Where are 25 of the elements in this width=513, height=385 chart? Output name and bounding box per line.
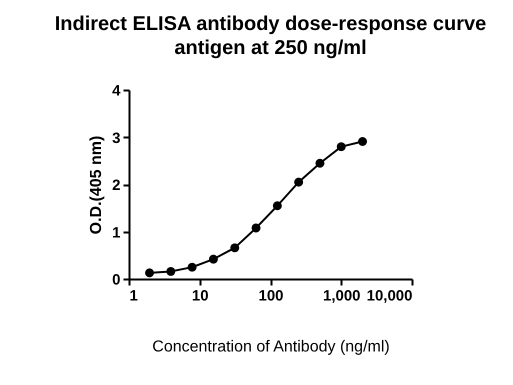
x-axis-title: Concentration of Antibody (ng/ml) xyxy=(152,338,390,356)
x-tick-label: 100 xyxy=(258,288,284,304)
y-axis-title: O.D.(405 nm) xyxy=(88,136,106,234)
x-tick-label: 1 xyxy=(130,288,138,304)
point xyxy=(188,262,197,272)
point xyxy=(294,178,304,187)
point xyxy=(336,142,346,152)
point xyxy=(166,266,176,276)
y-tick-label: 1 xyxy=(112,224,120,242)
x-tick-label: 10 xyxy=(192,288,209,304)
y-tick-label: 4 xyxy=(112,82,122,100)
x-tick-label: 1,000 xyxy=(322,288,361,304)
chart-subtitle: antigen at 250 ng/ml xyxy=(174,37,367,59)
chart-title: Indirect ELISA antibody dose-response curve xyxy=(54,13,486,35)
point xyxy=(252,224,261,232)
y-tick-label: 0 xyxy=(112,272,120,288)
x-tick-label: 10,000 xyxy=(366,288,412,304)
point xyxy=(358,137,368,146)
point xyxy=(272,201,282,210)
y-tick-label: 3 xyxy=(112,130,120,147)
point xyxy=(315,158,324,168)
point xyxy=(230,243,240,252)
point xyxy=(145,268,154,278)
point xyxy=(208,254,218,264)
y-tick-label: 2 xyxy=(112,177,120,194)
